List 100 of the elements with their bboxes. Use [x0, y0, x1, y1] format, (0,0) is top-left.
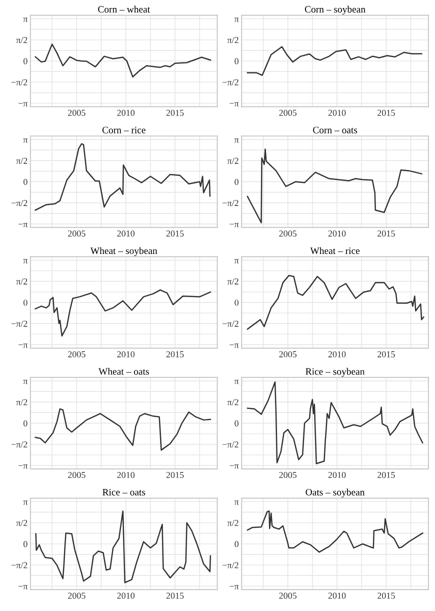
y-tick-label: π/2 — [227, 399, 238, 406]
y-tick-label: π — [234, 500, 239, 505]
y-tick-label: −π — [230, 585, 239, 590]
y-tick-label: π/2 — [16, 158, 28, 164]
y-tick-label: −π — [230, 102, 239, 106]
x-tick-label: 2015 — [166, 592, 184, 599]
y-tick-label: −π/2 — [11, 79, 28, 86]
y-tick-label: π — [234, 138, 239, 143]
x-tick-label: 2005 — [68, 351, 86, 358]
chart-title: Corn – soybean — [304, 6, 366, 15]
x-tick-label: 2005 — [279, 110, 297, 116]
x-tick-label: 2010 — [328, 472, 346, 478]
y-tick-label: π/2 — [16, 37, 28, 44]
y-tick-label: 0 — [24, 541, 28, 548]
y-tick-label: −π — [18, 344, 28, 348]
line-series — [246, 274, 424, 330]
line-series — [34, 44, 212, 78]
y-tick-label: π/2 — [227, 37, 238, 44]
y-tick-label: 0 — [24, 178, 28, 185]
line-series — [246, 510, 424, 553]
line-series — [34, 289, 212, 337]
y-tick-label: −π/2 — [11, 200, 28, 206]
y-tick-label: 0 — [24, 420, 28, 426]
y-tick-label: −π/2 — [222, 320, 238, 327]
y-tick-label: 0 — [234, 300, 238, 306]
y-tick-label: −π — [18, 102, 28, 106]
x-tick-label: 2010 — [117, 230, 135, 237]
chart-title: Rice – soybean — [306, 368, 365, 377]
chart-title: Wheat – oats — [98, 368, 149, 375]
x-tick-label: 2010 — [117, 472, 135, 478]
x-tick-label: 2015 — [378, 110, 395, 116]
y-tick-label: π — [23, 500, 28, 505]
y-tick-label: −π/2 — [222, 79, 238, 86]
x-tick-label: 2005 — [68, 472, 86, 478]
chart-title: Rice – oats — [102, 488, 146, 496]
chart-title: Wheat – rice — [310, 247, 360, 254]
line-series — [34, 408, 212, 451]
x-tick-label: 2005 — [279, 230, 297, 237]
x-tick-label: 2010 — [328, 110, 346, 116]
x-tick-label: 2005 — [279, 351, 297, 358]
x-tick-label: 2015 — [378, 230, 395, 237]
y-tick-label: π/2 — [16, 520, 28, 526]
y-tick-label: π — [234, 380, 239, 384]
y-tick-label: −π/2 — [11, 441, 28, 448]
x-tick-label: 2005 — [68, 110, 86, 116]
chart-title: Corn – wheat — [98, 6, 150, 13]
chart-title: Oats – soybean — [306, 488, 365, 498]
x-tick-label: 2010 — [328, 230, 346, 237]
x-tick-label: 2015 — [378, 351, 395, 358]
y-tick-label: −π/2 — [222, 200, 238, 206]
y-tick-label: −π — [18, 222, 28, 228]
y-tick-label: π/2 — [227, 158, 238, 164]
x-tick-label: 2010 — [117, 351, 135, 358]
y-tick-label: 0 — [234, 178, 238, 185]
y-tick-label: π/2 — [16, 278, 28, 285]
line-series — [246, 381, 424, 464]
chart-title: Corn – oats — [313, 126, 358, 134]
line-series — [35, 510, 212, 584]
y-tick-label: π — [23, 18, 28, 22]
y-tick-label: π — [234, 259, 239, 264]
y-tick-label: −π/2 — [222, 562, 238, 568]
y-tick-label: 0 — [24, 300, 28, 306]
y-tick-label: 0 — [234, 420, 238, 426]
y-tick-label: 0 — [234, 58, 238, 64]
chart-title: Corn – rice — [102, 126, 146, 134]
y-tick-label: −π/2 — [222, 441, 238, 448]
x-tick-label: 2015 — [166, 230, 184, 237]
x-tick-label: 2015 — [378, 592, 395, 599]
y-tick-label: −π/2 — [11, 562, 28, 568]
y-tick-label: π/2 — [227, 278, 238, 285]
chart-title: Wheat – soybean — [90, 247, 158, 256]
y-tick-label: −π — [230, 344, 239, 348]
y-tick-label: −π — [18, 585, 28, 590]
x-tick-label: 2010 — [328, 592, 346, 599]
x-tick-label: 2005 — [68, 230, 86, 237]
y-tick-label: −π — [230, 222, 239, 228]
x-tick-label: 2005 — [279, 592, 297, 599]
x-tick-label: 2015 — [166, 472, 184, 478]
x-tick-label: 2015 — [378, 472, 395, 478]
y-tick-label: π/2 — [16, 399, 28, 406]
x-tick-label: 2015 — [166, 110, 184, 116]
y-tick-label: 0 — [234, 541, 238, 548]
line-series — [34, 143, 211, 211]
line-series — [246, 148, 422, 224]
y-tick-label: π — [23, 138, 28, 143]
x-tick-label: 2015 — [166, 351, 184, 358]
y-tick-label: 0 — [24, 58, 28, 64]
y-tick-label: −π — [230, 464, 239, 469]
line-series — [246, 46, 422, 76]
x-tick-label: 2010 — [328, 351, 346, 358]
x-tick-label: 2010 — [117, 592, 135, 599]
y-tick-label: π — [234, 18, 239, 22]
x-tick-label: 2005 — [279, 472, 297, 478]
y-tick-label: −π — [18, 464, 28, 469]
x-tick-label: 2010 — [117, 110, 135, 116]
y-tick-label: π — [23, 380, 28, 384]
y-tick-label: −π/2 — [11, 320, 28, 327]
x-tick-label: 2005 — [68, 592, 86, 599]
y-tick-label: π/2 — [227, 520, 238, 526]
y-tick-label: π — [23, 259, 28, 264]
